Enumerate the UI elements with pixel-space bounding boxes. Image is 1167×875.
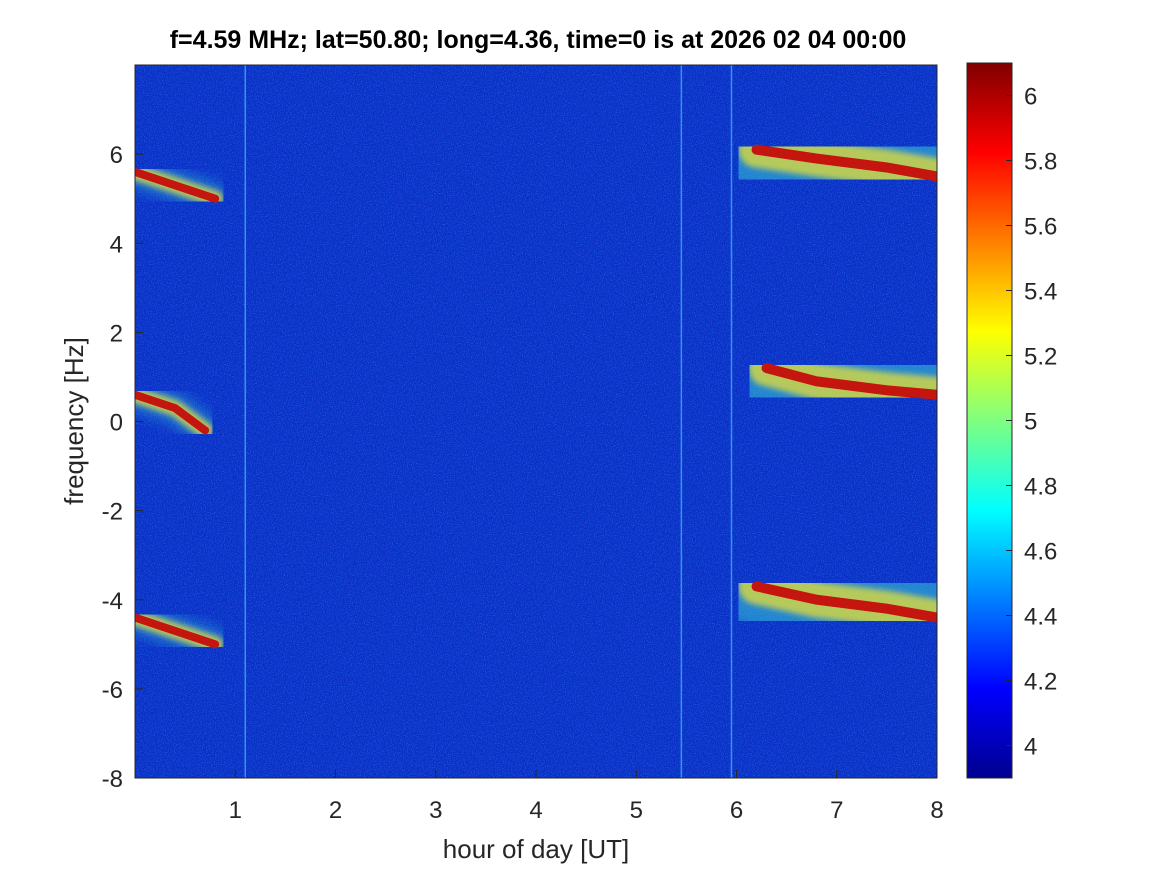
colorbar-tick-label: 5.6 [1024,214,1057,241]
chart-title: f=4.59 MHz; lat=50.80; long=4.36, time=0… [169,26,907,54]
x-tick-label: 5 [630,797,643,824]
colorbar-tick-label: 4.2 [1024,669,1057,696]
x-tick-label: 8 [930,797,943,824]
colorbar-tick-label: 4 [1024,734,1037,761]
doppler-trace [135,158,229,212]
y-tick-label: -4 [102,588,123,615]
x-axis: 1 2 3 4 5 6 7 8 [229,770,944,824]
colorbar-tick-label: 5.2 [1024,344,1057,371]
x-tick-label: 2 [329,797,342,824]
x-tick-label: 3 [429,797,442,824]
colorbar: 4 4.2 4.4 4.6 4.8 5 5.2 5.4 5.6 5.8 6 [966,62,1057,779]
doppler-trace [711,541,937,663]
doppler-trace [711,104,937,222]
plot-area [135,65,937,778]
colorbar-tick-label: 6 [1024,84,1037,111]
x-tick-label: 6 [730,797,743,824]
doppler-trace [135,381,219,444]
y-tick-label: -6 [102,677,123,704]
y-axis-label: frequency [Hz] [59,337,89,505]
colorbar-tick-label: 5.4 [1024,279,1057,306]
doppler-trace [135,604,229,658]
colorbar-tick-label: 4.6 [1024,539,1057,566]
y-tick-label: -8 [102,766,123,793]
x-tick-label: 7 [830,797,843,824]
x-axis-label: hour of day [UT] [443,834,629,864]
y-tick-label: 0 [110,410,123,437]
y-tick-label: 6 [110,142,123,169]
y-axis: -8 -6 -4 -2 0 2 4 6 [102,142,143,793]
y-tick-label: -2 [102,499,123,526]
y-tick-label: 2 [110,320,123,347]
x-tick-label: 4 [529,797,542,824]
colorbar-gradient [966,62,1013,779]
doppler-trace [721,323,937,440]
y-tick-label: 4 [110,231,123,258]
colorbar-tick-label: 5 [1024,409,1037,436]
colorbar-tick-label: 4.8 [1024,474,1057,501]
colorbar-tick-label: 5.8 [1024,149,1057,176]
x-tick-label: 1 [229,797,242,824]
colorbar-tick-label: 4.4 [1024,604,1057,631]
